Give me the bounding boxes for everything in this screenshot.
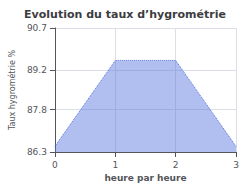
svg-text:90.7: 90.7 — [27, 23, 47, 33]
svg-text:3: 3 — [233, 160, 239, 170]
svg-text:0: 0 — [52, 160, 58, 170]
svg-text:87.8: 87.8 — [27, 105, 47, 115]
svg-text:2: 2 — [173, 160, 179, 170]
svg-text:heure par heure: heure par heure — [104, 173, 186, 183]
svg-text:Taux hygrométrie %: Taux hygrométrie % — [7, 50, 17, 132]
svg-text:89.2: 89.2 — [27, 65, 47, 75]
svg-text:1: 1 — [112, 160, 118, 170]
svg-text:86.3: 86.3 — [27, 147, 47, 157]
svg-text:Evolution du taux d’hygrométri: Evolution du taux d’hygrométrie — [24, 8, 226, 21]
